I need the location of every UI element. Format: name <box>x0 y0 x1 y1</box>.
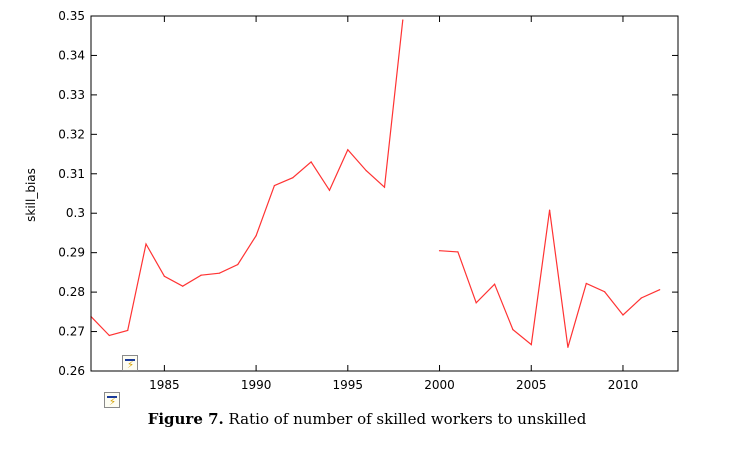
y-tick-label: 0.29 <box>58 246 85 260</box>
x-tick-label: 2005 <box>516 378 547 392</box>
data-point <box>273 185 276 187</box>
data-point <box>383 186 386 188</box>
data-point <box>567 346 569 348</box>
data-point <box>182 285 184 287</box>
y-tick-label: 0.31 <box>58 167 85 181</box>
data-point <box>292 177 294 179</box>
data-point <box>145 243 147 245</box>
y-tick-label: 0.27 <box>58 325 85 339</box>
data-point <box>200 274 202 276</box>
data-point <box>218 272 221 274</box>
data-point <box>255 235 257 237</box>
data-point <box>365 170 367 172</box>
data-point <box>604 291 606 293</box>
data-point <box>457 251 459 253</box>
data-point <box>310 161 312 163</box>
y-tick-label: 0.32 <box>58 127 85 141</box>
y-tick-label: 0.35 <box>58 9 85 23</box>
equation-editor-icon[interactable]: ⚡ <box>122 355 138 371</box>
x-tick-label: 1995 <box>333 378 364 392</box>
x-tick-label: 1985 <box>149 378 180 392</box>
x-tick-label: 2010 <box>608 378 639 392</box>
series-line-1 <box>90 19 404 337</box>
data-point <box>548 209 551 211</box>
data-point <box>493 283 496 285</box>
y-tick-label: 0.3 <box>66 206 85 220</box>
series-line-2 <box>439 210 660 348</box>
data-point <box>659 289 661 291</box>
figure-caption: Figure 7. Ratio of number of skilled wor… <box>0 410 734 428</box>
y-tick-label: 0.26 <box>58 364 85 378</box>
equation-editor-icon[interactable]: ⚡ <box>104 392 120 408</box>
data-point <box>585 282 587 285</box>
y-tick-label: 0.33 <box>58 88 85 102</box>
data-point <box>163 275 165 277</box>
data-point <box>622 314 624 316</box>
data-point <box>512 328 514 331</box>
data-point <box>530 343 532 346</box>
data-point <box>640 297 642 299</box>
data-point <box>475 302 477 304</box>
data-point <box>237 263 239 266</box>
x-tick-label: 1990 <box>241 378 272 392</box>
data-point <box>347 149 349 151</box>
y-tick-label: 0.34 <box>58 48 85 62</box>
chart: 0.26 0.27 0.28 0.29 0.3 0.31 0.32 0.33 0.34 0.35 1… <box>24 9 679 392</box>
data-point <box>127 329 129 331</box>
plot-frame <box>90 15 679 372</box>
data-point <box>438 250 441 252</box>
data-point <box>328 189 331 191</box>
y-axis-label: skill_bias <box>24 168 38 222</box>
data-point <box>402 19 404 21</box>
y-tick-label: 0.28 <box>58 285 85 299</box>
data-point <box>108 334 110 337</box>
caption-text: Ratio of number of skilled workers to un… <box>228 410 587 428</box>
figure-label: Figure 7. <box>147 410 224 428</box>
x-tick-label: 2000 <box>424 378 455 392</box>
